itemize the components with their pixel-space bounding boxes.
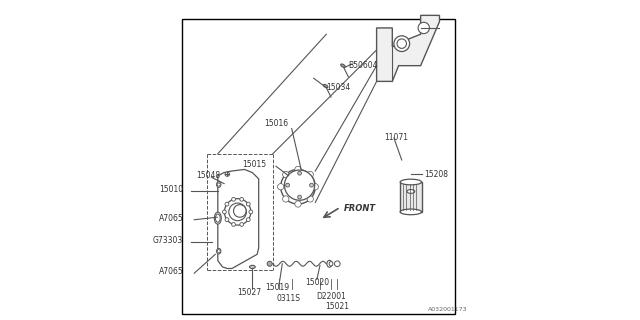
Text: 15027: 15027 (237, 288, 261, 297)
Circle shape (246, 218, 250, 221)
Ellipse shape (323, 84, 328, 88)
Circle shape (217, 250, 220, 253)
Circle shape (335, 261, 340, 267)
Circle shape (295, 201, 301, 207)
Circle shape (225, 199, 251, 225)
Circle shape (310, 183, 314, 187)
Circle shape (278, 184, 284, 190)
Circle shape (298, 195, 301, 199)
Circle shape (283, 196, 289, 202)
Circle shape (285, 183, 289, 187)
Circle shape (232, 222, 236, 226)
Text: 15021: 15021 (325, 302, 349, 311)
Circle shape (307, 171, 314, 178)
Ellipse shape (400, 209, 422, 215)
Circle shape (394, 36, 410, 52)
Circle shape (307, 196, 314, 202)
Text: 15020: 15020 (305, 278, 329, 287)
Ellipse shape (407, 189, 415, 193)
Circle shape (267, 261, 272, 266)
Circle shape (295, 166, 301, 172)
Polygon shape (376, 15, 440, 81)
Text: A7065: A7065 (159, 267, 183, 276)
Text: FRONT: FRONT (344, 204, 376, 213)
Ellipse shape (214, 212, 221, 224)
Ellipse shape (216, 214, 220, 222)
Text: 15010: 15010 (159, 185, 183, 194)
Ellipse shape (250, 265, 255, 268)
Text: 15208: 15208 (424, 170, 448, 179)
Ellipse shape (216, 182, 221, 187)
Ellipse shape (340, 64, 345, 67)
Text: 0311S: 0311S (276, 294, 301, 303)
Circle shape (249, 210, 253, 214)
Circle shape (225, 218, 229, 221)
Text: D22001: D22001 (316, 292, 346, 301)
Circle shape (397, 39, 406, 48)
Text: A032001173: A032001173 (428, 307, 468, 312)
Circle shape (240, 197, 244, 201)
Circle shape (246, 202, 250, 206)
Text: B50604: B50604 (348, 61, 378, 70)
Text: 15034: 15034 (326, 83, 351, 92)
Text: 15019: 15019 (266, 283, 290, 292)
Bar (400, 182, 422, 212)
Circle shape (223, 210, 227, 214)
Text: 15048: 15048 (196, 171, 220, 180)
Circle shape (298, 171, 301, 175)
Polygon shape (218, 169, 259, 268)
Ellipse shape (327, 260, 332, 267)
Circle shape (234, 205, 246, 217)
Ellipse shape (400, 179, 422, 185)
Text: 15016: 15016 (264, 119, 289, 128)
Text: G73303: G73303 (153, 236, 183, 245)
Text: 11071: 11071 (385, 133, 408, 142)
Text: A7065: A7065 (159, 214, 183, 223)
Circle shape (240, 222, 244, 226)
Circle shape (232, 197, 236, 201)
Circle shape (225, 172, 230, 176)
Text: 15015: 15015 (243, 160, 266, 169)
Circle shape (284, 170, 315, 200)
Ellipse shape (329, 261, 333, 266)
Circle shape (281, 169, 316, 204)
Circle shape (312, 184, 319, 190)
Circle shape (217, 183, 220, 186)
Circle shape (225, 202, 229, 206)
Circle shape (229, 203, 246, 221)
Circle shape (286, 175, 310, 199)
Bar (182, 19, 455, 314)
Circle shape (418, 22, 429, 34)
Ellipse shape (216, 248, 221, 254)
Circle shape (283, 171, 289, 178)
